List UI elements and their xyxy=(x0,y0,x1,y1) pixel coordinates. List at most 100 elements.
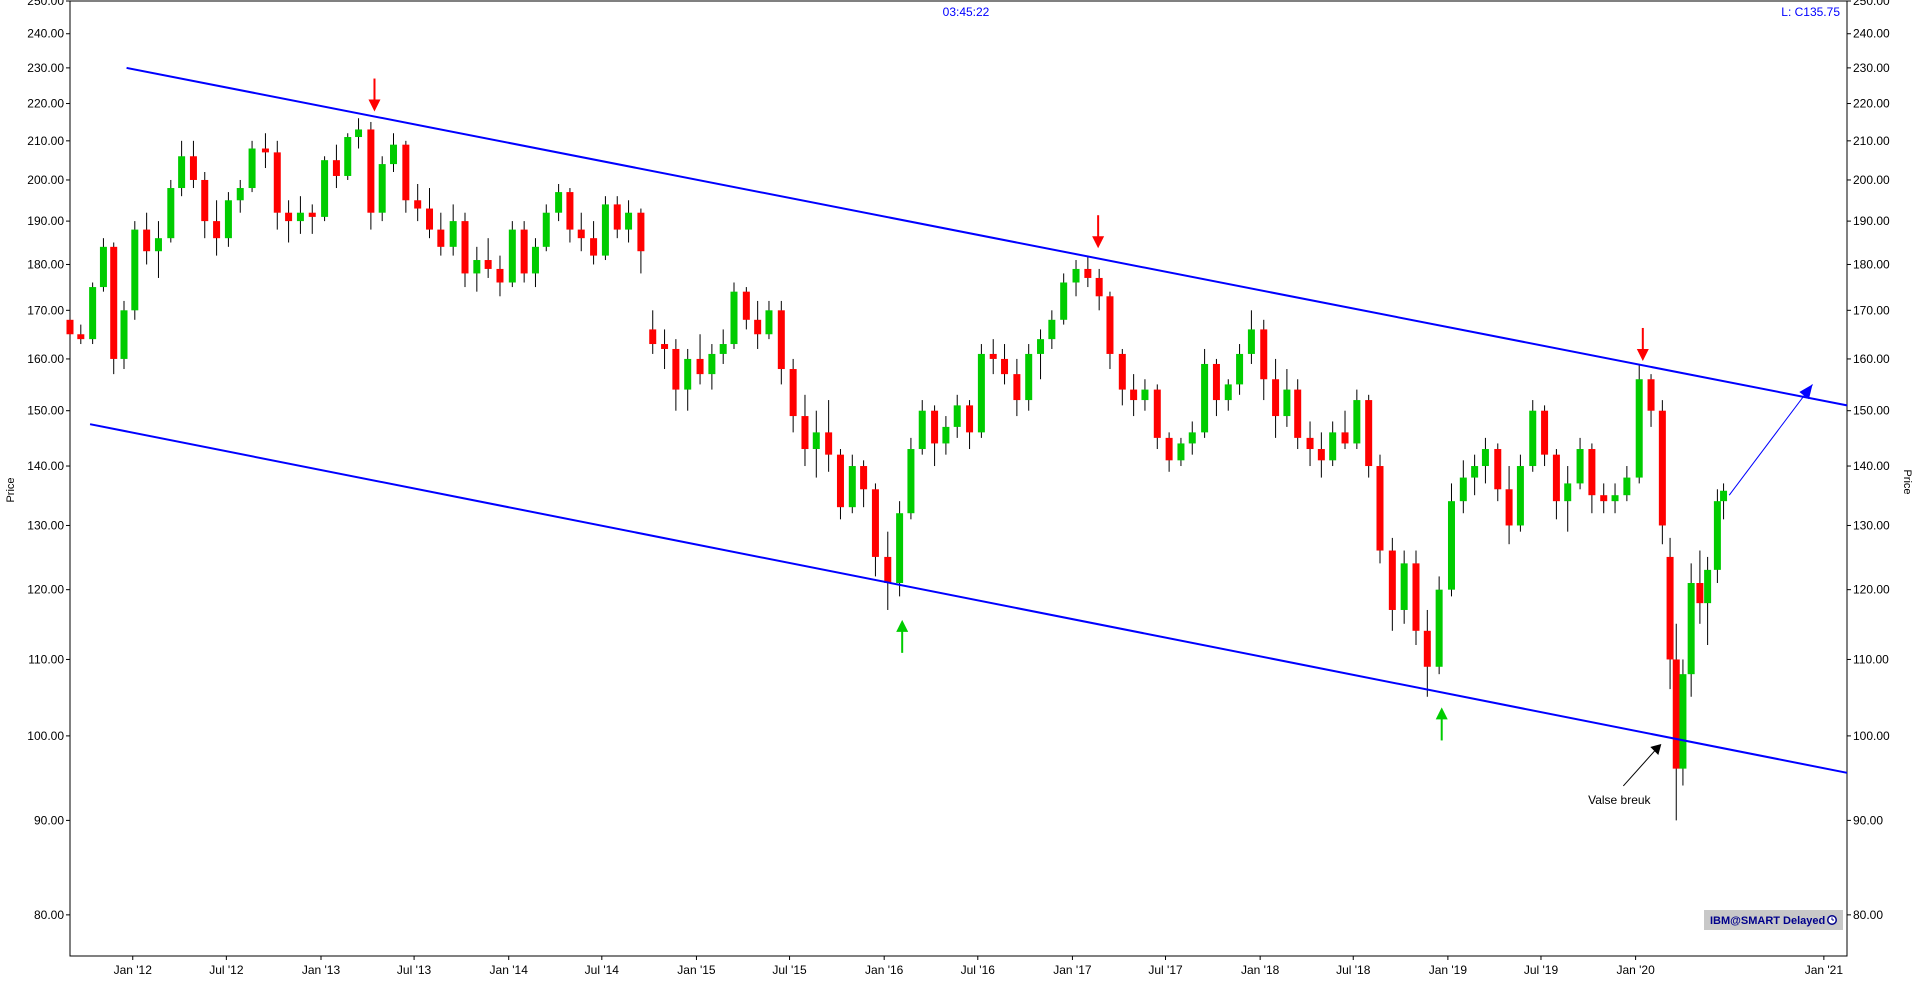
candle[interactable] xyxy=(1552,449,1560,520)
candle[interactable] xyxy=(542,204,550,252)
candle[interactable] xyxy=(1084,255,1092,288)
trendline-resistance[interactable] xyxy=(126,66,1848,407)
trendline-support[interactable] xyxy=(89,423,1848,774)
candle[interactable] xyxy=(308,204,316,234)
candle[interactable] xyxy=(1141,379,1149,411)
candle[interactable] xyxy=(825,400,833,472)
candle[interactable] xyxy=(989,339,997,375)
candle[interactable] xyxy=(355,118,363,149)
candle[interactable] xyxy=(907,437,915,520)
candle[interactable] xyxy=(77,324,85,345)
candle[interactable] xyxy=(1260,319,1268,401)
candle[interactable] xyxy=(777,300,785,385)
candle[interactable] xyxy=(931,405,939,467)
candle[interactable] xyxy=(871,483,879,577)
candle[interactable] xyxy=(966,400,974,450)
candle[interactable] xyxy=(1481,437,1489,484)
candle[interactable] xyxy=(848,454,856,514)
candle[interactable] xyxy=(577,212,585,252)
candle[interactable] xyxy=(1720,483,1728,520)
candle[interactable] xyxy=(1201,348,1209,438)
candle[interactable] xyxy=(66,310,74,340)
candle[interactable] xyxy=(1435,576,1443,675)
candle[interactable] xyxy=(1177,437,1185,467)
candle[interactable] xyxy=(1588,443,1596,514)
candle[interactable] xyxy=(1341,410,1349,450)
candle[interactable] xyxy=(332,144,340,189)
candle[interactable] xyxy=(167,179,175,243)
candle[interactable] xyxy=(1013,358,1021,417)
candle[interactable] xyxy=(1165,432,1173,472)
candle[interactable] xyxy=(672,339,680,411)
candle[interactable] xyxy=(201,171,209,239)
candle[interactable] xyxy=(1505,466,1513,545)
candle[interactable] xyxy=(402,140,410,213)
candle[interactable] xyxy=(189,140,197,189)
candle[interactable] xyxy=(812,410,820,478)
candle[interactable] xyxy=(953,394,961,438)
candle[interactable] xyxy=(1272,358,1280,438)
candle[interactable] xyxy=(1188,421,1196,455)
candle[interactable] xyxy=(1423,609,1431,697)
candle[interactable] xyxy=(836,449,844,520)
candle[interactable] xyxy=(1106,291,1114,370)
candle[interactable] xyxy=(789,358,797,433)
candle[interactable] xyxy=(1564,466,1572,532)
candle[interactable] xyxy=(1153,384,1161,450)
candle[interactable] xyxy=(1365,394,1373,478)
candle[interactable] xyxy=(531,238,539,288)
candle[interactable] xyxy=(661,329,669,370)
candle[interactable] xyxy=(742,287,750,330)
candle[interactable] xyxy=(1118,348,1126,406)
candle[interactable] xyxy=(131,221,139,320)
candle[interactable] xyxy=(884,531,892,610)
candle[interactable] xyxy=(473,246,481,292)
candle[interactable] xyxy=(344,133,352,180)
candle[interactable] xyxy=(378,156,386,222)
candle[interactable] xyxy=(555,183,563,222)
candle[interactable] xyxy=(601,196,609,261)
candle[interactable] xyxy=(708,344,716,390)
candle[interactable] xyxy=(730,282,738,349)
candle[interactable] xyxy=(566,188,574,243)
candle[interactable] xyxy=(496,255,504,297)
candle[interactable] xyxy=(1388,537,1396,631)
candle[interactable] xyxy=(977,344,985,438)
candle[interactable] xyxy=(1494,443,1502,502)
candle[interactable] xyxy=(1576,437,1584,490)
candlestick-series[interactable] xyxy=(66,118,1728,821)
candle[interactable] xyxy=(1224,379,1232,411)
candle[interactable] xyxy=(1329,421,1337,467)
candle[interactable] xyxy=(461,212,469,288)
candle[interactable] xyxy=(649,310,657,354)
candle[interactable] xyxy=(1400,550,1408,624)
candle[interactable] xyxy=(1236,344,1244,395)
candle[interactable] xyxy=(754,300,762,349)
candle[interactable] xyxy=(1212,358,1220,417)
candle[interactable] xyxy=(1704,556,1712,646)
candle[interactable] xyxy=(637,208,645,274)
candle[interactable] xyxy=(143,212,151,265)
candle[interactable] xyxy=(236,179,244,213)
candle[interactable] xyxy=(1060,273,1068,325)
candle[interactable] xyxy=(896,501,904,597)
candle[interactable] xyxy=(1471,454,1479,496)
candle[interactable] xyxy=(1635,363,1643,484)
candle[interactable] xyxy=(1541,405,1549,467)
candle[interactable] xyxy=(1611,483,1619,514)
candle[interactable] xyxy=(942,416,950,455)
candle[interactable] xyxy=(110,242,118,375)
candle[interactable] xyxy=(1247,310,1255,364)
candle[interactable] xyxy=(1072,260,1080,297)
candle[interactable] xyxy=(1048,310,1056,349)
candle[interactable] xyxy=(613,196,621,239)
candle[interactable] xyxy=(213,200,221,256)
candle[interactable] xyxy=(1687,563,1695,697)
candle[interactable] xyxy=(154,221,162,278)
candle[interactable] xyxy=(484,238,492,278)
candle[interactable] xyxy=(1658,400,1666,545)
data-source-badge[interactable]: IBM@SMART Delayed xyxy=(1704,910,1843,930)
candle[interactable] xyxy=(1529,400,1537,472)
